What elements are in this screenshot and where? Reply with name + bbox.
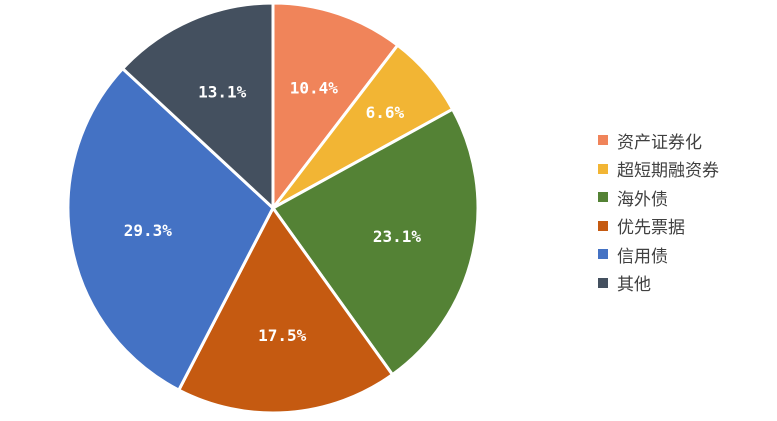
legend-swatch — [598, 135, 608, 146]
legend-swatch — [598, 249, 608, 260]
legend-label: 资产证券化 — [617, 132, 702, 153]
pie-slice-2 — [270, 107, 480, 377]
legend-item: 海外债 — [598, 183, 719, 212]
legend-item: 信用债 — [598, 240, 719, 269]
legend-item: 资产证券化 — [598, 126, 719, 155]
data-label: 6.6% — [366, 103, 405, 122]
data-label: 29.3% — [124, 221, 173, 240]
legend: 资产证券化超短期融资券 海外债优先票据信用债其他 — [598, 126, 719, 297]
data-label: 13.1% — [198, 83, 247, 102]
legend-label: 信用债 — [617, 246, 668, 267]
pie-slice-3 — [176, 205, 395, 415]
legend-swatch — [598, 163, 608, 174]
legend-swatch — [598, 192, 608, 203]
legend-swatch — [598, 220, 608, 231]
legend-swatch — [598, 277, 608, 288]
legend-label: 其他 — [617, 275, 651, 296]
pie-slice-4 — [66, 66, 275, 393]
data-label: 10.4% — [290, 79, 339, 98]
pie-slice-5 — [120, 1, 275, 212]
legend-label: 超短期融资券 — [617, 161, 719, 182]
legend-label: 优先票据 — [617, 218, 685, 239]
legend-item: 超短期融资券 — [598, 155, 719, 184]
data-label: 17.5% — [258, 326, 307, 345]
data-label: 23.1% — [373, 227, 422, 246]
pie-slice-0 — [271, 1, 400, 213]
legend-label: 海外债 — [617, 189, 668, 210]
legend-item: 其他 — [598, 269, 719, 298]
legend-item: 优先票据 — [598, 212, 719, 241]
